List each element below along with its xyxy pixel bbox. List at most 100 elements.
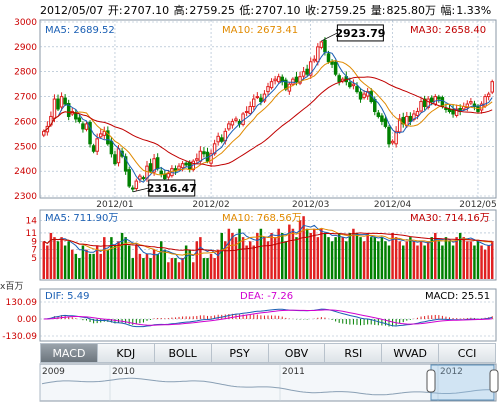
date-tick-label: 2012/04 — [374, 200, 412, 210]
macd-y-axis: 130.09 0.00 -130.09 — [2, 298, 37, 342]
open-value: 2707.10 — [123, 4, 170, 17]
volume-bar — [152, 249, 156, 279]
low-label: 低: — [239, 4, 255, 17]
macd-tick-label: -130.09 — [2, 332, 37, 342]
candle-body — [298, 76, 302, 84]
volume-bar — [124, 237, 127, 279]
volume-bar — [192, 262, 195, 279]
tab-cci[interactable]: CCI — [439, 343, 496, 363]
volume-bar — [188, 249, 191, 279]
candle-body — [408, 115, 413, 122]
candle-body — [437, 96, 441, 100]
volume-bar — [273, 237, 277, 279]
volume-bar — [412, 241, 416, 279]
navigator-selection[interactable] — [430, 364, 495, 401]
candle-body — [454, 108, 459, 116]
volume-bar — [159, 241, 163, 279]
candle-body — [91, 145, 96, 152]
candle-body — [305, 68, 309, 75]
candle-body — [177, 165, 181, 170]
macd-axis-unit: x百万 — [0, 281, 23, 292]
annotation-label: 2923.79 — [335, 27, 385, 40]
price-tick-label: 3000 — [14, 18, 37, 28]
candle-body — [486, 93, 491, 98]
candle-body — [155, 157, 160, 170]
navigator-right-handle[interactable] — [489, 369, 499, 393]
volume-bar — [213, 258, 216, 279]
candle-body — [259, 97, 263, 103]
volume-bar — [373, 237, 377, 279]
candle-body — [469, 101, 473, 104]
candle-body — [333, 61, 338, 75]
navigator-left-handle[interactable] — [426, 369, 436, 393]
candle-body — [187, 161, 192, 170]
candle-body — [248, 106, 252, 114]
candle-body — [148, 163, 153, 172]
change-value: 1.33% — [456, 4, 492, 17]
tab-psy[interactable]: PSY — [211, 343, 269, 363]
candle-body — [291, 78, 295, 85]
volume-bar — [387, 245, 391, 279]
volume-moving-averages — [43, 224, 493, 261]
volume-bar — [316, 237, 320, 279]
volume-bar — [206, 258, 209, 279]
price-tick-label: 2400 — [14, 167, 37, 177]
price-moving-averages — [43, 51, 493, 183]
volume-bar — [110, 237, 113, 279]
candle-body — [380, 115, 384, 122]
volume-bar — [224, 241, 227, 279]
volume-bar — [473, 245, 476, 279]
ma30-line — [43, 76, 493, 167]
quote-header: 2012/05/07 开:2707.10 高:2759.25 低:2707.10… — [40, 2, 492, 18]
volume-bar — [380, 237, 384, 279]
volume-bar — [56, 241, 60, 279]
candle-body — [77, 117, 82, 122]
tab-wvad[interactable]: WVAD — [382, 343, 440, 363]
tab-kdj[interactable]: KDJ — [97, 343, 155, 363]
tab-obv[interactable]: OBV — [268, 343, 326, 363]
volume-bar — [323, 232, 327, 279]
volume-bar — [298, 220, 302, 279]
volume-bar — [305, 228, 309, 279]
date-tick-label: 2012/05 — [459, 200, 496, 210]
volume-bar — [60, 237, 63, 279]
candle-body — [166, 173, 171, 178]
volume-bar — [423, 245, 426, 279]
price-tick-label: 2800 — [14, 68, 37, 78]
tab-macd[interactable]: MACD — [40, 343, 98, 363]
volume-bar — [466, 241, 469, 279]
candle-body — [319, 41, 324, 48]
volume-bar — [337, 232, 341, 279]
tab-rsi[interactable]: RSI — [325, 343, 383, 363]
volume-bar — [78, 258, 81, 279]
volume-bar — [71, 249, 74, 279]
tab-boll[interactable]: BOLL — [154, 343, 212, 363]
volume-bar — [149, 258, 152, 279]
candle-body — [358, 91, 363, 100]
candle-body — [490, 81, 494, 93]
volume-bar — [355, 232, 359, 279]
ma5-label: MA5: 2689.52 — [45, 25, 115, 36]
candle-body — [433, 96, 438, 105]
volume-bar — [120, 232, 124, 279]
candle-body — [252, 98, 256, 108]
price-tick-label: 2700 — [14, 93, 37, 103]
volume-bar — [430, 237, 433, 279]
volume-value: 825.80万 — [386, 4, 437, 17]
volume-bar — [252, 245, 256, 279]
volume-bar — [405, 241, 409, 279]
volume-bar — [444, 237, 448, 279]
volume-bar — [174, 258, 177, 279]
volume-bar — [458, 232, 462, 279]
volume-bar — [434, 232, 437, 279]
volume-bar — [476, 241, 480, 279]
annotation-box — [336, 24, 384, 42]
candle-body — [81, 123, 85, 130]
volume-bars[interactable] — [42, 216, 494, 279]
volume-bar — [483, 249, 487, 279]
candle-body — [351, 83, 356, 87]
volume-bar — [266, 241, 270, 279]
volume-bar — [341, 237, 344, 279]
